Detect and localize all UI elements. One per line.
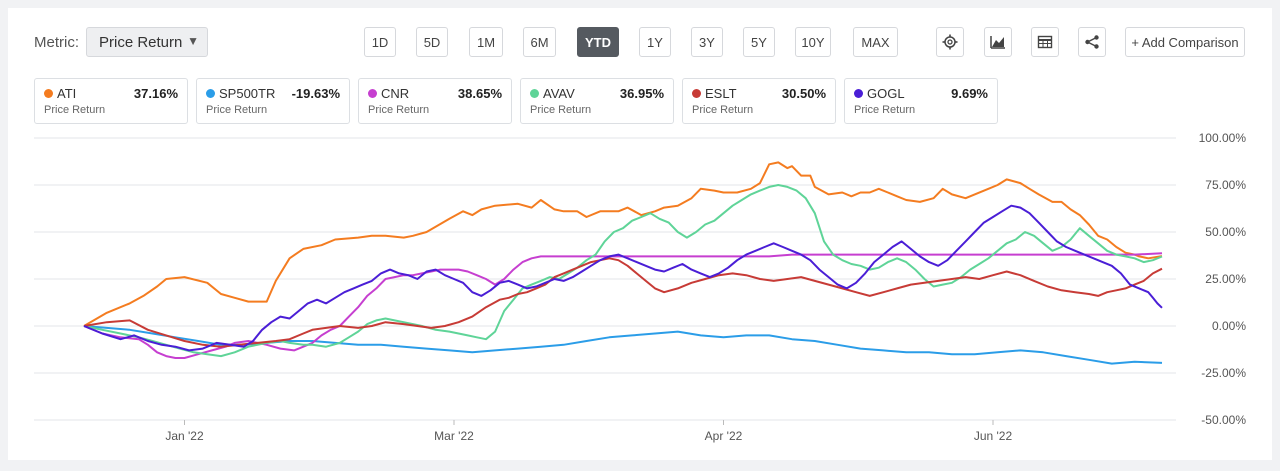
- x-tick-label: Jan '22: [165, 429, 204, 443]
- series-line-avav[interactable]: [83, 184, 1163, 358]
- gear-icon: [942, 34, 958, 50]
- toolbar: Metric: Price Return ▼ 1D 5D 1M 6M YTD 1Y 3Y 5Y…: [8, 8, 1272, 72]
- y-tick-label: -25.00%: [1201, 366, 1246, 380]
- chart-type-icon: [990, 36, 1005, 49]
- share-icon: [1085, 35, 1099, 49]
- y-tick-label: 75.00%: [1205, 178, 1246, 192]
- legend-value: 38.65%: [457, 86, 502, 101]
- range-button-1d[interactable]: 1D: [364, 27, 396, 57]
- legend-symbol: GOGL: [867, 86, 905, 101]
- legend-metric: Price Return: [854, 104, 916, 116]
- range-button-max[interactable]: MAX: [853, 27, 898, 57]
- legend-value: 37.16%: [133, 86, 178, 101]
- legend-item-avav[interactable]: AVAV 36.95% Price Return: [520, 78, 674, 124]
- range-button-5y[interactable]: 5Y: [743, 27, 775, 57]
- legend-value: 36.95%: [619, 86, 664, 101]
- y-tick-label: 0.00%: [1212, 319, 1246, 333]
- series-color-dot: [44, 89, 53, 98]
- y-tick-label: 100.00%: [1199, 131, 1247, 145]
- series-line-cnr[interactable]: [83, 252, 1163, 359]
- series-line-eslt[interactable]: [83, 257, 1163, 348]
- range-button-3y[interactable]: 3Y: [691, 27, 723, 57]
- x-tick-label: Mar '22: [434, 429, 474, 443]
- add-comparison-button[interactable]: + Add Comparison: [1125, 27, 1245, 57]
- series-color-dot: [206, 89, 215, 98]
- legend-metric: Price Return: [206, 104, 268, 116]
- legend-metric: Price Return: [368, 104, 430, 116]
- legend-symbol: SP500TR: [219, 86, 276, 101]
- table-view-button[interactable]: [1031, 27, 1059, 57]
- settings-button[interactable]: [936, 27, 964, 57]
- chart-type-button[interactable]: [984, 27, 1012, 57]
- chart-card: Metric: Price Return ▼ 1D 5D 1M 6M YTD 1Y 3Y 5Y…: [8, 8, 1272, 460]
- legend-item-sp500tr[interactable]: SP500TR -19.63% Price Return: [196, 78, 350, 124]
- table-icon: [1037, 35, 1053, 49]
- legend-metric: Price Return: [530, 104, 592, 116]
- range-button-5d[interactable]: 5D: [416, 27, 448, 57]
- series-color-dot: [854, 89, 863, 98]
- legend-value: 30.50%: [781, 86, 826, 101]
- x-tick-label: Apr '22: [705, 429, 743, 443]
- series-color-dot: [692, 89, 701, 98]
- legend-item-ati[interactable]: ATI 37.16% Price Return: [34, 78, 188, 124]
- y-tick-label: 25.00%: [1205, 272, 1246, 286]
- series-line-gogl[interactable]: [83, 204, 1163, 352]
- range-button-1y[interactable]: 1Y: [639, 27, 671, 57]
- y-tick-label: 50.00%: [1205, 225, 1246, 239]
- share-button[interactable]: [1078, 27, 1106, 57]
- legend-value: 9.69%: [951, 86, 988, 101]
- range-button-10y[interactable]: 10Y: [795, 27, 831, 57]
- y-tick-label: -50.00%: [1201, 413, 1246, 427]
- x-tick-label: Jun '22: [974, 429, 1013, 443]
- legend-item-cnr[interactable]: CNR 38.65% Price Return: [358, 78, 512, 124]
- legend-value: -19.63%: [291, 86, 340, 101]
- series-color-dot: [530, 89, 539, 98]
- legend-symbol: CNR: [381, 86, 410, 101]
- legend-symbol: ATI: [57, 86, 77, 101]
- metric-label: Metric:: [34, 34, 79, 51]
- legend-symbol: ESLT: [705, 86, 737, 101]
- legend-item-eslt[interactable]: ESLT 30.50% Price Return: [682, 78, 836, 124]
- series-line-ati[interactable]: [83, 161, 1163, 327]
- legend-metric: Price Return: [44, 104, 106, 116]
- range-button-6m[interactable]: 6M: [523, 27, 556, 57]
- series-color-dot: [368, 89, 377, 98]
- caret-down-icon: ▼: [187, 34, 199, 48]
- legend-symbol: AVAV: [543, 86, 575, 101]
- range-button-1m[interactable]: 1M: [469, 27, 503, 57]
- range-button-ytd[interactable]: YTD: [577, 27, 619, 57]
- line-chart: 100.00% 75.00% 50.00% 25.00% 0.00% -25.00% -50…: [34, 131, 1247, 443]
- legend-metric: Price Return: [692, 104, 754, 116]
- legend-item-gogl[interactable]: GOGL 9.69% Price Return: [844, 78, 998, 124]
- metric-select[interactable]: Price Return ▼: [86, 27, 208, 57]
- metric-select-value: Price Return: [99, 33, 183, 51]
